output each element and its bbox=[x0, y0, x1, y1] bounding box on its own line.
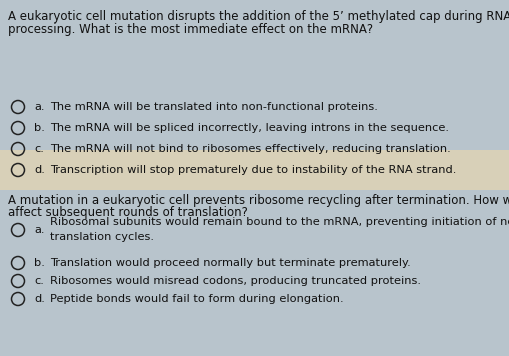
Text: translation cycles.: translation cycles. bbox=[50, 232, 154, 242]
Text: Ribosomal subunits would remain bound to the mRNA, preventing initiation of new: Ribosomal subunits would remain bound to… bbox=[50, 217, 509, 227]
Text: affect subsequent rounds of translation?: affect subsequent rounds of translation? bbox=[8, 206, 248, 219]
Text: b.: b. bbox=[34, 123, 45, 133]
Text: b.: b. bbox=[34, 258, 45, 268]
Text: Translation would proceed normally but terminate prematurely.: Translation would proceed normally but t… bbox=[50, 258, 411, 268]
Text: d.: d. bbox=[34, 294, 45, 304]
Text: The mRNA will be spliced incorrectly, leaving introns in the sequence.: The mRNA will be spliced incorrectly, le… bbox=[50, 123, 449, 133]
Text: processing. What is the most immediate effect on the mRNA?: processing. What is the most immediate e… bbox=[8, 23, 373, 36]
Text: Ribosomes would misread codons, producing truncated proteins.: Ribosomes would misread codons, producin… bbox=[50, 276, 421, 286]
Text: A mutation in a eukaryotic cell prevents ribosome recycling after termination. H: A mutation in a eukaryotic cell prevents… bbox=[8, 194, 509, 207]
Text: Peptide bonds would fail to form during elongation.: Peptide bonds would fail to form during … bbox=[50, 294, 344, 304]
Text: c.: c. bbox=[34, 276, 44, 286]
Text: The mRNA will be translated into non-functional proteins.: The mRNA will be translated into non-fun… bbox=[50, 102, 378, 112]
Text: The mRNA will not bind to ribosomes effectively, reducing translation.: The mRNA will not bind to ribosomes effe… bbox=[50, 144, 451, 154]
Text: c.: c. bbox=[34, 144, 44, 154]
Bar bbox=[0, 150, 509, 190]
Text: Transcription will stop prematurely due to instability of the RNA strand.: Transcription will stop prematurely due … bbox=[50, 165, 457, 175]
Text: a.: a. bbox=[34, 225, 44, 235]
Text: d.: d. bbox=[34, 165, 45, 175]
Text: a.: a. bbox=[34, 102, 44, 112]
Text: A eukaryotic cell mutation disrupts the addition of the 5’ methylated cap during: A eukaryotic cell mutation disrupts the … bbox=[8, 10, 509, 23]
